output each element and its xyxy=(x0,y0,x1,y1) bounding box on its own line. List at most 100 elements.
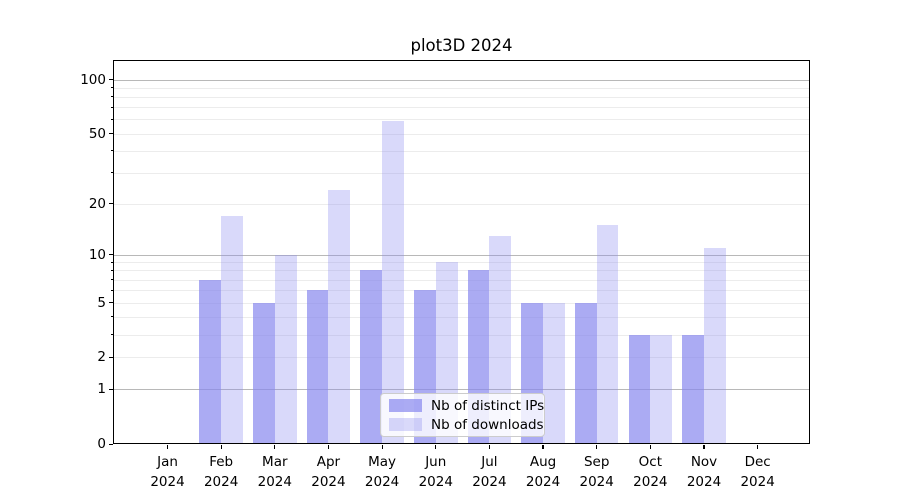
x-label-year: 2024 xyxy=(311,474,346,490)
y-tick-label-1: 1 xyxy=(97,381,106,398)
gridline-y-8 xyxy=(114,270,809,271)
bar-mar-nb-of-downloads xyxy=(274,254,297,443)
bar-nov-nb-of-distinct-ips xyxy=(682,334,704,443)
x-label-month: Jul xyxy=(481,454,498,470)
legend-swatch-distinct-ips-icon xyxy=(389,399,422,412)
x-tick-label-apr: Apr 2024 xyxy=(293,452,363,492)
x-label-year: 2024 xyxy=(418,474,453,490)
x-label-month: Nov xyxy=(690,454,718,470)
gridline-y-60 xyxy=(114,119,809,120)
x-label-month: Dec xyxy=(744,454,771,470)
gridline-y-30 xyxy=(114,173,809,174)
gridline-y-7 xyxy=(114,280,809,281)
y-tick-20 xyxy=(109,203,113,205)
x-tick-oct xyxy=(649,445,652,449)
gridline-y-90 xyxy=(114,88,809,89)
x-tick-aug xyxy=(542,445,544,449)
bar-nov-nb-of-downloads xyxy=(704,247,726,443)
bar-jul-nb-of-downloads xyxy=(489,235,512,443)
x-label-year: 2024 xyxy=(525,474,561,490)
x-tick-label-sep: Sep 2024 xyxy=(562,452,632,492)
x-tick-label-mar: Mar 2024 xyxy=(240,452,310,492)
bar-may-nb-of-downloads xyxy=(382,120,404,443)
y-minortick-4 xyxy=(110,316,113,318)
x-tick-sep xyxy=(596,445,598,449)
bar-aug-nb-of-downloads xyxy=(543,302,565,443)
x-label-year: 2024 xyxy=(472,474,507,490)
bar-sep-nb-of-downloads xyxy=(596,225,619,443)
x-tick-label-feb: Feb 2024 xyxy=(186,452,256,492)
gridline-y-20 xyxy=(114,204,809,205)
y-tick-label-20: 20 xyxy=(88,195,106,212)
x-tick-dec xyxy=(757,445,759,449)
x-tick-apr xyxy=(327,445,330,449)
y-tick-10 xyxy=(109,254,113,256)
x-tick-feb xyxy=(220,445,222,449)
bar-apr-nb-of-downloads xyxy=(328,189,351,443)
gridline-y-80 xyxy=(114,97,809,98)
x-tick-label-aug: Aug 2024 xyxy=(508,452,578,492)
gridline-y-3 xyxy=(114,335,809,336)
y-minortick-40 xyxy=(110,150,113,152)
y-minortick-7 xyxy=(110,279,113,281)
y-minortick-80 xyxy=(110,96,113,98)
x-label-month: Jan xyxy=(157,454,178,470)
legend-swatch-downloads-icon xyxy=(389,418,422,431)
gridline-y-40 xyxy=(114,151,809,152)
y-tick-label-10: 10 xyxy=(88,246,106,263)
gridline-y-6 xyxy=(114,290,809,291)
bar-apr-nb-of-distinct-ips xyxy=(306,290,329,443)
x-tick-may xyxy=(381,445,383,449)
x-tick-label-jul: Jul 2024 xyxy=(454,452,524,492)
x-label-year: 2024 xyxy=(150,474,185,490)
y-tick-1 xyxy=(109,388,113,391)
bar-sep-nb-of-distinct-ips xyxy=(574,302,597,443)
x-label-month: Oct xyxy=(638,454,663,470)
y-tick-label-2: 2 xyxy=(97,349,106,366)
y-tick-2 xyxy=(109,356,113,359)
legend: Nb of distinct IPs Nb of downloads xyxy=(380,393,545,437)
x-label-year: 2024 xyxy=(633,474,668,490)
x-label-year: 2024 xyxy=(579,474,614,490)
bar-may-nb-of-distinct-ips xyxy=(360,270,383,443)
gridline-y-1 xyxy=(114,389,809,390)
y-minortick-3 xyxy=(110,334,113,336)
x-label-year: 2024 xyxy=(203,474,239,490)
y-tick-5 xyxy=(109,302,113,304)
y-tick-label-50: 50 xyxy=(88,125,106,142)
y-tick-0 xyxy=(109,443,113,445)
y-minortick-90 xyxy=(110,87,113,89)
y-minortick-60 xyxy=(110,118,113,120)
x-label-year: 2024 xyxy=(364,474,400,490)
y-tick-label-5: 5 xyxy=(97,294,106,311)
x-label-month: Mar xyxy=(262,454,288,470)
gridline-y-5 xyxy=(114,303,809,304)
x-tick-label-dec: Dec 2024 xyxy=(723,452,793,492)
x-label-year: 2024 xyxy=(686,474,722,490)
gridline-y-10 xyxy=(114,255,809,256)
x-tick-mar xyxy=(274,445,276,449)
x-label-month: Feb xyxy=(209,454,234,470)
y-minortick-6 xyxy=(110,289,113,291)
bar-oct-nb-of-downloads xyxy=(650,334,673,443)
x-label-year: 2024 xyxy=(257,474,292,490)
gridline-y-100 xyxy=(114,80,809,81)
x-tick-jan xyxy=(166,445,169,449)
y-minortick-70 xyxy=(110,106,113,108)
y-tick-50 xyxy=(109,133,113,135)
x-tick-nov xyxy=(703,445,705,449)
legend-item-distinct-ips: Nb of distinct IPs xyxy=(389,396,544,415)
gridline-y-70 xyxy=(114,107,809,108)
x-tick-label-oct: Oct 2024 xyxy=(615,452,685,492)
bar-oct-nb-of-distinct-ips xyxy=(628,334,651,443)
gridline-y-2 xyxy=(114,357,809,358)
x-label-year: 2024 xyxy=(740,474,775,490)
x-tick-jul xyxy=(488,445,491,449)
x-label-month: May xyxy=(368,454,397,470)
x-tick-jun xyxy=(435,445,437,449)
gridline-y-50 xyxy=(114,134,809,135)
x-tick-label-jun: Jun 2024 xyxy=(401,452,471,492)
legend-item-downloads: Nb of downloads xyxy=(389,415,544,434)
bar-feb-nb-of-distinct-ips xyxy=(199,279,222,443)
